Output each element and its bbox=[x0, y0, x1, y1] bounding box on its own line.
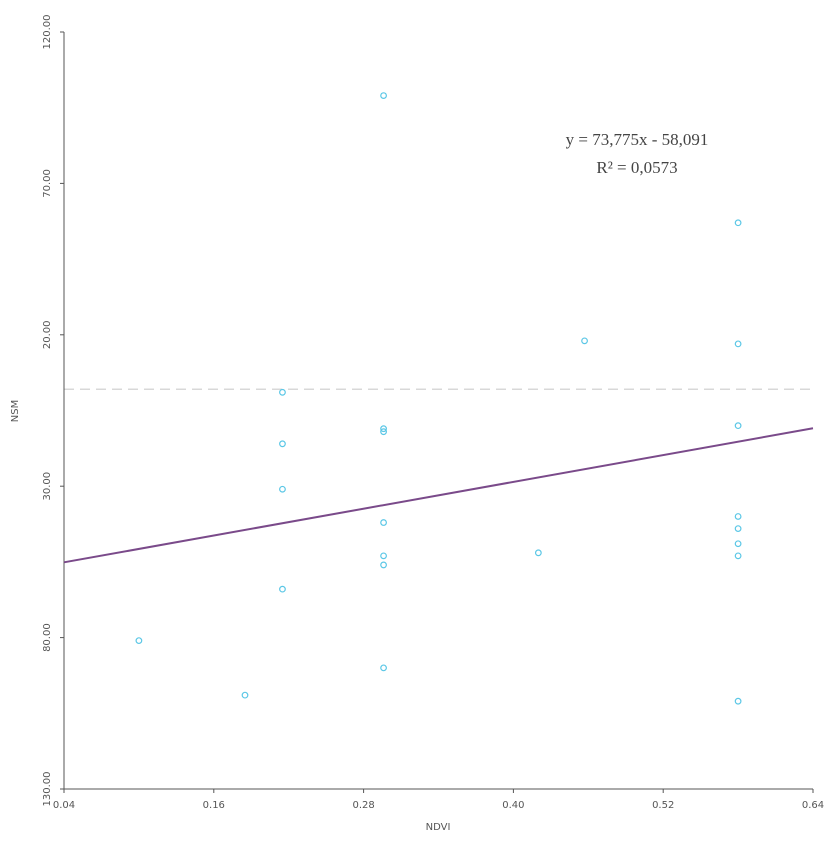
x-tick-label: 0.04 bbox=[53, 800, 75, 811]
data-point bbox=[279, 585, 286, 593]
data-point bbox=[380, 425, 387, 433]
r-squared-label: R² = 0,0573 bbox=[596, 158, 677, 177]
y-tick-label: 30.00 bbox=[42, 472, 53, 501]
data-point bbox=[380, 519, 387, 526]
x-tick-label: 0.64 bbox=[802, 800, 824, 811]
data-point bbox=[380, 561, 387, 569]
x-tick-label: 0.28 bbox=[352, 800, 374, 811]
data-point bbox=[734, 219, 742, 227]
y-tick-label: 20.00 bbox=[42, 320, 53, 349]
data-point bbox=[279, 388, 286, 396]
x-tick-label: 0.40 bbox=[502, 800, 524, 811]
data-point bbox=[380, 552, 387, 560]
data-point bbox=[135, 637, 143, 645]
y-tick-label: 130.00 bbox=[42, 772, 53, 807]
data-point bbox=[279, 485, 286, 493]
data-point bbox=[734, 513, 742, 520]
data-point bbox=[734, 525, 742, 532]
trendline bbox=[63, 427, 814, 564]
data-point bbox=[734, 540, 742, 548]
y-tick-label: 120.00 bbox=[42, 15, 53, 50]
y-axis-title: NSM bbox=[10, 400, 21, 422]
x-tick-label: 0.52 bbox=[652, 800, 674, 811]
data-point bbox=[380, 92, 387, 99]
data-point bbox=[380, 664, 387, 672]
x-axis-title: NDVI bbox=[426, 822, 451, 833]
data-point bbox=[241, 691, 249, 699]
x-tick-label: 0.16 bbox=[203, 800, 225, 811]
data-point bbox=[380, 428, 387, 436]
data-point bbox=[279, 440, 286, 448]
data-point bbox=[734, 340, 742, 348]
trendline-equation: y = 73,775x - 58,091 bbox=[566, 130, 709, 149]
y-tick-label: 70.00 bbox=[42, 169, 53, 198]
data-point bbox=[534, 549, 542, 557]
data-point bbox=[734, 697, 742, 705]
data-point bbox=[734, 552, 742, 560]
y-tick-label: 80.00 bbox=[42, 623, 53, 652]
data-point bbox=[581, 337, 588, 345]
data-point bbox=[734, 422, 742, 430]
